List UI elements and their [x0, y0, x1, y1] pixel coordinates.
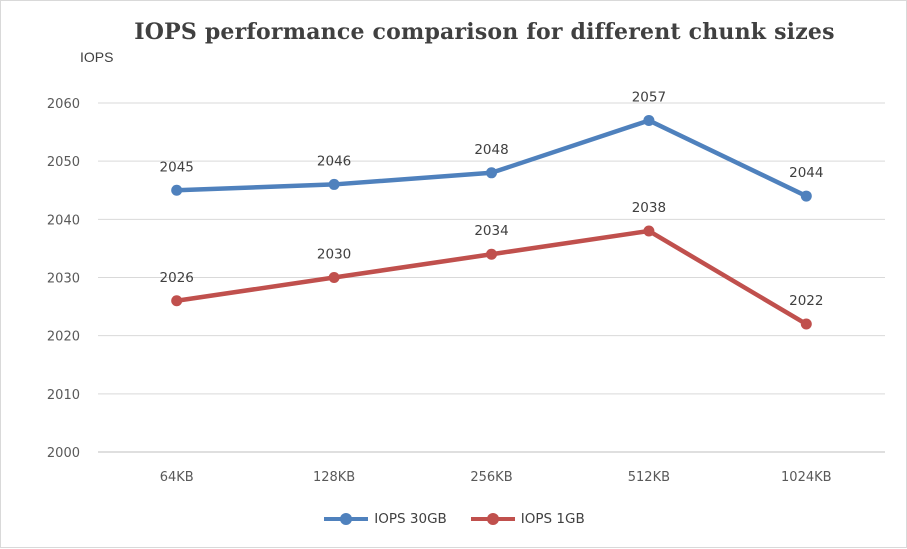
x-tick-512kb: 512KB	[628, 470, 670, 485]
x-tick-128kb: 128KB	[313, 470, 355, 485]
y-tick-2040: 2040	[47, 213, 80, 228]
data-label-iops-30gb-64kb: 2045	[160, 159, 194, 175]
data-point-iops-1gb-64kb	[171, 295, 183, 307]
data-point-iops-1gb-256kb	[486, 248, 497, 260]
y-tick-2000: 2000	[47, 446, 80, 461]
data-labels: 2045 2046 2048 2057 2044 2026 2030 2034 2038 2022	[160, 89, 824, 309]
data-label-iops-1gb-512kb: 2038	[632, 200, 666, 216]
data-point-iops-30gb-1024kb	[800, 190, 812, 202]
data-label-iops-1gb-64kb: 2026	[160, 270, 194, 286]
data-label-iops-30gb-256kb: 2048	[474, 142, 508, 158]
x-tick-64kb: 64KB	[160, 470, 194, 485]
series-line-iops-30gb	[174, 118, 809, 199]
data-point-iops-1gb-512kb	[643, 225, 655, 237]
y-tick-2060: 2060	[47, 97, 80, 112]
series-group	[171, 114, 812, 330]
legend-marker-iops-1gb	[470, 513, 515, 525]
data-point-iops-30gb-64kb	[171, 184, 183, 196]
x-tick-256kb: 256KB	[470, 470, 512, 485]
y-axis-label: IOPS	[80, 49, 114, 65]
data-point-iops-30gb-128kb	[328, 178, 340, 190]
data-point-iops-30gb-512kb	[643, 114, 655, 126]
legend-marker-iops-30gb	[324, 513, 369, 525]
y-tick-2010: 2010	[47, 388, 80, 403]
y-tick-labels: 2000 2010 2020 2030 2040 2050 2060	[47, 97, 80, 461]
data-label-iops-30gb-1024kb: 2044	[789, 165, 823, 181]
data-point-iops-1gb-1024kb	[800, 318, 812, 330]
data-label-iops-1gb-256kb: 2034	[474, 223, 508, 239]
legend: IOPS 30GB IOPS 1GB	[1, 507, 907, 531]
data-point-iops-30gb-256kb	[486, 167, 497, 179]
y-tick-2020: 2020	[47, 330, 80, 345]
x-tick-labels: 64KB 128KB 256KB 512KB 1024KB	[160, 470, 832, 485]
legend-item-iops-30gb: IOPS 30GB	[324, 511, 447, 527]
legend-label-iops-30gb: IOPS 30GB	[374, 511, 447, 527]
data-label-iops-30gb-128kb: 2046	[317, 153, 351, 169]
x-tick-1024kb: 1024KB	[781, 470, 832, 485]
legend-item-iops-1gb: IOPS 1GB	[470, 511, 585, 527]
y-tick-2050: 2050	[47, 155, 80, 170]
data-label-iops-30gb-512kb: 2057	[632, 89, 666, 105]
data-point-iops-1gb-128kb	[328, 272, 340, 283]
data-label-iops-1gb-1024kb: 2022	[789, 293, 823, 309]
legend-label-iops-1gb: IOPS 1GB	[520, 511, 585, 527]
y-tick-2030: 2030	[47, 272, 80, 287]
chart-title: IOPS performance comparison for differen…	[134, 19, 835, 45]
grid-lines	[98, 102, 885, 453]
data-label-iops-1gb-128kb: 2030	[317, 247, 351, 263]
